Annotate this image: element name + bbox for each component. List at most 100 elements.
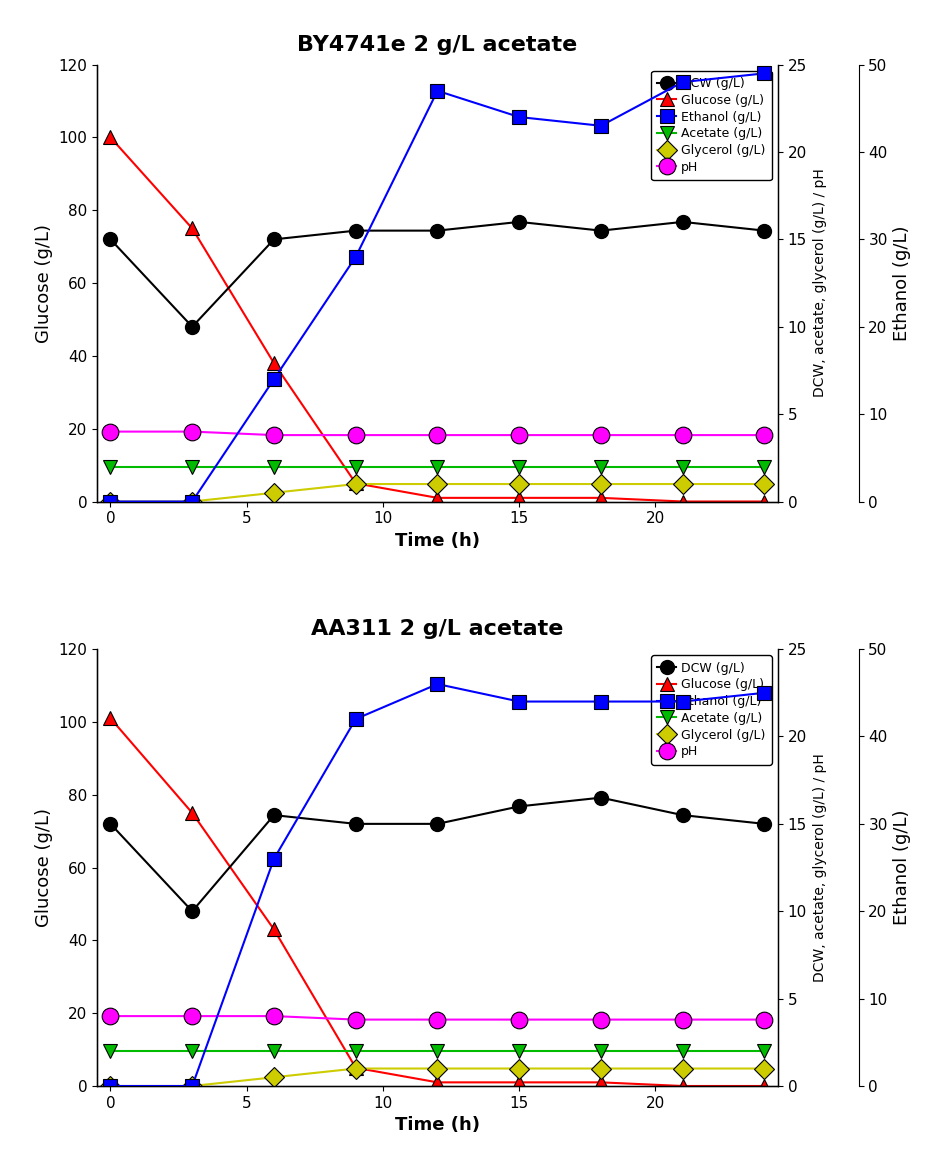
DCW (g/L) — [431, 817, 443, 831]
Glucose (g/L) — [186, 221, 198, 235]
Ethanol (g/L) — [514, 694, 525, 708]
Acetate (g/L) — [186, 459, 198, 473]
Glucose (g/L) — [350, 476, 361, 490]
Line: pH: pH — [102, 423, 773, 443]
pH — [269, 1009, 280, 1023]
DCW (g/L) — [350, 223, 361, 237]
Ethanol (g/L) — [595, 694, 606, 708]
Glucose (g/L) — [431, 491, 443, 505]
Title: BY4741e 2 g/L acetate: BY4741e 2 g/L acetate — [297, 35, 578, 55]
Acetate (g/L) — [759, 459, 770, 473]
Line: DCW (g/L): DCW (g/L) — [103, 215, 771, 333]
Y-axis label: DCW, acetate, glycerol (g/L) / pH: DCW, acetate, glycerol (g/L) / pH — [813, 168, 827, 397]
Glucose (g/L) — [269, 922, 280, 936]
Acetate (g/L) — [677, 1044, 689, 1058]
Ethanol (g/L) — [431, 677, 443, 691]
Glucose (g/L) — [105, 131, 116, 145]
Glycerol (g/L) — [350, 477, 361, 491]
Ethanol (g/L) — [759, 686, 770, 700]
Glucose (g/L) — [514, 1075, 525, 1090]
pH — [350, 428, 361, 442]
X-axis label: Time (h): Time (h) — [395, 1116, 480, 1134]
Glucose (g/L) — [759, 1079, 770, 1093]
pH — [514, 428, 525, 442]
Glycerol (g/L) — [677, 477, 689, 491]
Acetate (g/L) — [677, 459, 689, 473]
Glycerol (g/L) — [269, 1071, 280, 1085]
pH — [105, 1009, 116, 1023]
Glucose (g/L) — [677, 494, 689, 509]
DCW (g/L) — [350, 817, 361, 831]
Glycerol (g/L) — [269, 486, 280, 500]
pH — [677, 428, 689, 442]
Glucose (g/L) — [431, 1075, 443, 1090]
Ethanol (g/L) — [677, 694, 689, 708]
Acetate (g/L) — [105, 1044, 116, 1058]
Y-axis label: Ethanol (g/L): Ethanol (g/L) — [893, 226, 911, 341]
Acetate (g/L) — [431, 459, 443, 473]
Acetate (g/L) — [350, 1044, 361, 1058]
Glycerol (g/L) — [514, 477, 525, 491]
Glycerol (g/L) — [105, 1079, 116, 1093]
pH — [595, 428, 606, 442]
Acetate (g/L) — [105, 459, 116, 473]
Glucose (g/L) — [350, 1060, 361, 1074]
pH — [677, 1012, 689, 1026]
X-axis label: Time (h): Time (h) — [395, 532, 480, 549]
pH — [759, 428, 770, 442]
Glycerol (g/L) — [759, 477, 770, 491]
pH — [431, 1012, 443, 1026]
Ethanol (g/L) — [105, 1079, 116, 1093]
Acetate (g/L) — [269, 1044, 280, 1058]
pH — [431, 428, 443, 442]
Glycerol (g/L) — [677, 1061, 689, 1075]
pH — [350, 1012, 361, 1026]
Glycerol (g/L) — [595, 1061, 606, 1075]
Ethanol (g/L) — [105, 494, 116, 509]
DCW (g/L) — [677, 808, 689, 822]
Ethanol (g/L) — [269, 852, 280, 866]
Glycerol (g/L) — [759, 1061, 770, 1075]
Line: Ethanol (g/L): Ethanol (g/L) — [103, 677, 771, 1093]
Y-axis label: Glucose (g/L): Glucose (g/L) — [35, 808, 53, 927]
Legend: DCW (g/L), Glucose (g/L), Ethanol (g/L), Acetate (g/L), Glycerol (g/L), pH: DCW (g/L), Glucose (g/L), Ethanol (g/L),… — [651, 71, 772, 180]
pH — [186, 424, 198, 438]
DCW (g/L) — [595, 223, 606, 237]
Glycerol (g/L) — [431, 477, 443, 491]
Acetate (g/L) — [269, 459, 280, 473]
Line: Glycerol (g/L): Glycerol (g/L) — [103, 477, 771, 509]
Y-axis label: Glucose (g/L): Glucose (g/L) — [35, 223, 53, 343]
pH — [269, 428, 280, 442]
Glycerol (g/L) — [186, 494, 198, 509]
Ethanol (g/L) — [759, 67, 770, 81]
Ethanol (g/L) — [431, 84, 443, 98]
Y-axis label: Ethanol (g/L): Ethanol (g/L) — [893, 810, 911, 926]
Ethanol (g/L) — [677, 75, 689, 89]
Glycerol (g/L) — [186, 1079, 198, 1093]
DCW (g/L) — [759, 223, 770, 237]
Glucose (g/L) — [677, 1079, 689, 1093]
Ethanol (g/L) — [269, 372, 280, 386]
DCW (g/L) — [269, 233, 280, 247]
Acetate (g/L) — [514, 459, 525, 473]
Ethanol (g/L) — [595, 119, 606, 133]
Glucose (g/L) — [595, 1075, 606, 1090]
Glucose (g/L) — [514, 491, 525, 505]
Acetate (g/L) — [514, 1044, 525, 1058]
Glucose (g/L) — [186, 805, 198, 819]
Glycerol (g/L) — [514, 1061, 525, 1075]
Ethanol (g/L) — [186, 1079, 198, 1093]
DCW (g/L) — [595, 790, 606, 804]
Acetate (g/L) — [350, 459, 361, 473]
Acetate (g/L) — [595, 459, 606, 473]
DCW (g/L) — [105, 233, 116, 247]
pH — [759, 1012, 770, 1026]
DCW (g/L) — [514, 215, 525, 229]
Y-axis label: DCW, acetate, glycerol (g/L) / pH: DCW, acetate, glycerol (g/L) / pH — [813, 753, 827, 982]
Line: Glycerol (g/L): Glycerol (g/L) — [103, 1061, 771, 1093]
Ethanol (g/L) — [514, 110, 525, 124]
pH — [186, 1009, 198, 1023]
Line: Glucose (g/L): Glucose (g/L) — [103, 131, 771, 509]
Glucose (g/L) — [269, 357, 280, 371]
Glucose (g/L) — [595, 491, 606, 505]
